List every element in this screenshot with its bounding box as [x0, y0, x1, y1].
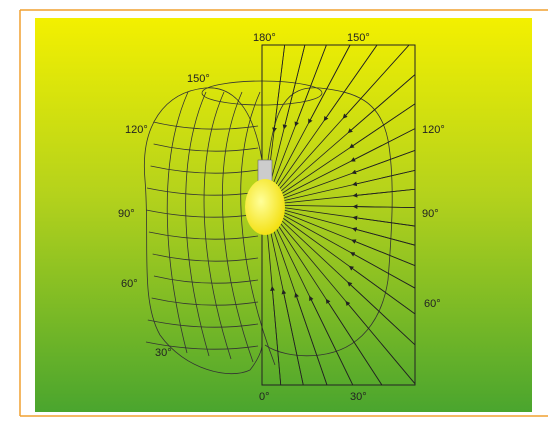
mesh-line: [222, 91, 254, 363]
angle-label: 90°: [118, 208, 135, 220]
ray-arrow: [351, 239, 416, 266]
ray-arrow: [352, 204, 416, 210]
ray-arrow: [350, 252, 416, 289]
ray-arrow: [352, 169, 416, 187]
angle-label: 150°: [187, 73, 210, 85]
angle-label: 150°: [347, 32, 370, 44]
ray-arrow: [347, 74, 416, 134]
angle-label: 0°: [259, 391, 270, 403]
ray-arrow: [348, 265, 416, 315]
ray-arrow: [325, 298, 383, 386]
ray-arrow: [272, 44, 286, 133]
ray-arrow: [270, 285, 282, 386]
distribution-solid: [143, 80, 393, 375]
rays: [264, 44, 416, 386]
ray-arrow: [350, 128, 416, 162]
bulb-base: [257, 159, 273, 183]
angle-label: 180°: [253, 32, 276, 44]
mesh-line: [203, 91, 232, 360]
ray-arrow: [351, 227, 416, 246]
ray-arrow: [323, 44, 378, 122]
bulb: [245, 179, 285, 235]
mesh-line: [147, 319, 259, 328]
ray-arrow: [342, 44, 410, 119]
ray-arrow: [309, 295, 354, 386]
ray-arrow: [282, 44, 306, 130]
left-lobe-outline: [143, 87, 263, 375]
angle-label: 60°: [424, 298, 441, 310]
mesh-line: [185, 91, 210, 357]
mesh-line: [145, 341, 259, 350]
angle-label: 60°: [121, 278, 138, 290]
ray-arrow: [347, 281, 416, 346]
mesh-line: [166, 91, 189, 354]
mesh-line: [240, 91, 276, 366]
ray-arrow: [294, 44, 327, 127]
ray-arrow: [352, 188, 416, 198]
frame: [19, 9, 548, 417]
angle-label: 90°: [422, 208, 439, 220]
angle-label: 120°: [125, 124, 148, 136]
angle-label: 120°: [422, 124, 445, 136]
mesh-line: [153, 275, 259, 284]
mesh-line: [153, 121, 259, 130]
ray-arrow: [345, 300, 416, 385]
right-lobe-outline: [264, 87, 393, 357]
ray-arrow: [352, 215, 416, 227]
ray-arrow: [349, 103, 416, 149]
ray-arrow: [294, 292, 328, 386]
ray-arrow: [281, 289, 304, 386]
mesh-line: [152, 253, 259, 262]
angle-label: 30°: [155, 347, 172, 359]
angle-label: 30°: [350, 391, 367, 403]
mesh-line: [153, 143, 259, 152]
mesh-line: [148, 231, 259, 240]
ray-arrow: [308, 44, 351, 124]
ray-arrow: [351, 150, 416, 175]
mesh-line: [151, 297, 259, 306]
